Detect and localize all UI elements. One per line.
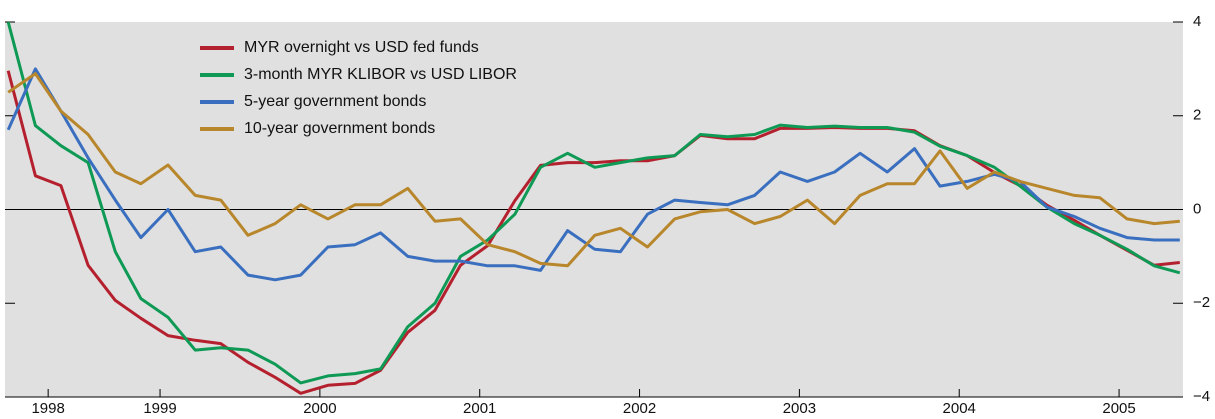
legend-label: 3-month MYR KLIBOR vs USD LIBOR [244, 66, 517, 83]
legend-label: 5-year government bonds [244, 93, 426, 110]
series-line [6, 70, 1180, 395]
x-tick-label: 2000 [303, 400, 336, 417]
series-line [7, 72, 1180, 268]
x-tick-label: 1999 [143, 400, 176, 417]
y-tick-label: −2 [1193, 294, 1210, 311]
legend: MYR overnight vs USD fed funds 3-month MY… [200, 39, 517, 137]
x-tick-label: 2001 [463, 400, 496, 417]
x-tick-label: 2003 [783, 400, 816, 417]
x-tick-label: 2004 [943, 400, 976, 417]
y-tick-label: 4 [1193, 13, 1201, 30]
x-tick-label: 2002 [623, 400, 656, 417]
series-line [6, 21, 1181, 385]
x-tick-label: 1998 [31, 400, 64, 417]
x-tick-label: 2005 [1102, 400, 1135, 417]
y-tick-label: −4 [1193, 388, 1210, 405]
y-tick-label: 2 [1193, 107, 1201, 124]
legend-label: 10-year government bonds [244, 120, 435, 137]
legend-label: MYR overnight vs USD fed funds [244, 39, 479, 56]
y-tick-label: 0 [1193, 200, 1201, 217]
